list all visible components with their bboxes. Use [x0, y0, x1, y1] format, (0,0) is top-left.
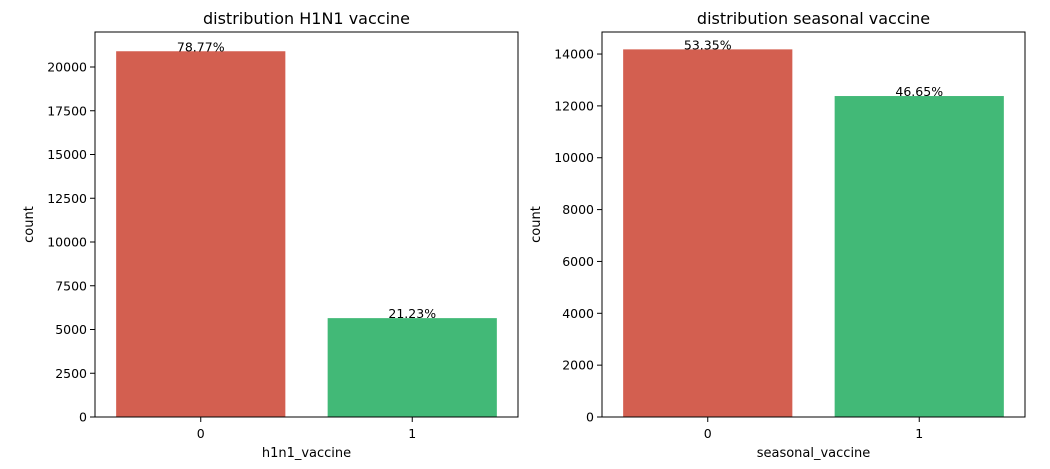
bar-0 — [623, 49, 793, 418]
y-tick-label: 0 — [586, 410, 594, 425]
y-tick-label: 5000 — [55, 322, 87, 337]
x-tick-label: 1 — [915, 426, 923, 441]
x-axis-label: seasonal_vaccine — [757, 446, 871, 461]
chart-title: distribution H1N1 vaccine — [203, 9, 410, 28]
chart-seasonal: 53.35% 46.65% 0 2000 4000 6000 8000 10000 12000 1… — [529, 9, 1026, 461]
y-tick-label: 15000 — [47, 147, 87, 162]
y-tick-label: 4000 — [562, 306, 594, 321]
data-label-1: 46.65% — [895, 84, 943, 99]
axes-frame — [601, 31, 1026, 418]
y-axis-label: count — [22, 206, 37, 243]
bar-1 — [327, 318, 497, 417]
x-tick-label: 0 — [197, 426, 205, 441]
y-tick-label: 10000 — [554, 150, 594, 165]
y-tick-label: 20000 — [47, 60, 87, 75]
y-tick-label: 12500 — [47, 191, 87, 206]
bar-1 — [834, 96, 1004, 417]
y-tick-label: 8000 — [562, 202, 594, 217]
y-tick-label: 10000 — [47, 235, 87, 250]
y-tick-label: 2000 — [562, 358, 594, 373]
y-tick-label: 2500 — [55, 366, 87, 381]
y-tick-label: 12000 — [554, 98, 594, 113]
y-tick-label: 17500 — [47, 103, 87, 118]
x-tick-label: 0 — [704, 426, 712, 441]
y-tick-label: 7500 — [55, 278, 87, 293]
data-label-0: 53.35% — [684, 37, 732, 52]
y-tick-label: 0 — [79, 410, 87, 425]
x-axis-label: h1n1_vaccine — [262, 446, 351, 461]
chart-h1n1: 78.77% 21.23% 0 2500 5000 7500 10000 12500 15000… — [22, 9, 519, 461]
chart-title: distribution seasonal vaccine — [697, 9, 930, 28]
data-label-1: 21.23% — [388, 306, 436, 321]
y-tick-label: 14000 — [554, 47, 594, 62]
x-tick-label: 1 — [408, 426, 416, 441]
bar-0 — [116, 51, 286, 417]
axes-frame — [94, 31, 519, 418]
y-tick-label: 6000 — [562, 254, 594, 269]
y-axis-label: count — [529, 206, 544, 243]
data-label-0: 78.77% — [177, 39, 225, 54]
